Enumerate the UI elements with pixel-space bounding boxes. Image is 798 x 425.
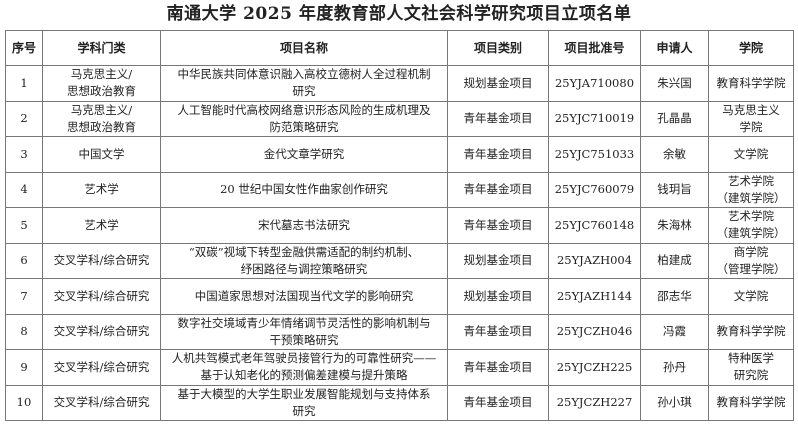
project-list-table: 序号 学科门类 项目名称 项目类别 项目批准号 申请人 学院 1 马克思主义/ 思… [5, 30, 794, 421]
row-approval-no: 25YJAZH144 [548, 278, 641, 315]
row-project-name: 数字社交境域青少年情绪调节灵活性的影响机制与 干预策略研究 [160, 313, 448, 350]
row-discipline: 艺术学 [42, 171, 161, 208]
row-discipline: 交叉学科/综合研究 [42, 278, 161, 315]
row-category: 青年基金项目 [447, 384, 549, 421]
row-project-name: 金代文章学研究 [160, 136, 448, 173]
row-discipline: 交叉学科/综合研究 [42, 313, 161, 350]
row-college: 马克思主义 学院 [708, 100, 794, 137]
row-college: 教育科学学院 [708, 65, 794, 102]
row-project-name: “双碳”视域下转型金融供需适配的制约机制、 纾困路径与调控策略研究 [160, 242, 448, 279]
row-project-name: 20 世纪中国女性作曲家创作研究 [160, 171, 448, 208]
header-college: 学院 [708, 30, 794, 66]
row-category: 规划基金项目 [447, 242, 549, 279]
row-discipline: 马克思主义/ 思想政治教育 [42, 100, 161, 137]
row-approval-no: 25YJCZH225 [548, 349, 641, 386]
row-discipline: 艺术学 [42, 207, 161, 244]
row-category: 青年基金项目 [447, 100, 549, 137]
row-applicant: 柏建成 [640, 242, 709, 279]
row-college: 特种医学 研究院 [708, 349, 794, 386]
row-category: 青年基金项目 [447, 136, 549, 173]
row-approval-no: 25YJC760079 [548, 171, 641, 208]
row-no: 2 [5, 100, 43, 137]
header-project-name: 项目名称 [160, 30, 448, 66]
table-row: 4 艺术学 20 世纪中国女性作曲家创作研究 青年基金项目 25YJC760079 钱玥旨… [5, 171, 794, 208]
row-applicant: 孙小琪 [640, 384, 709, 421]
table-row: 1 马克思主义/ 思想政治教育 中华民族共同体意识融入高校立德树人全过程机制 研究规… [5, 65, 794, 102]
table-row: 9 交叉学科/综合研究 人机共驾模式老年驾驶员接管行为的可靠性研究—— 基于认知老化… [5, 349, 794, 386]
row-no: 6 [5, 242, 43, 279]
row-applicant: 邵志华 [640, 278, 709, 315]
row-category: 青年基金项目 [447, 313, 549, 350]
row-category: 青年基金项目 [447, 207, 549, 244]
row-no: 5 [5, 207, 43, 244]
header-discipline: 学科门类 [42, 30, 161, 66]
row-category: 规划基金项目 [447, 65, 549, 102]
row-category: 青年基金项目 [447, 171, 549, 208]
table-header-row: 序号 学科门类 项目名称 项目类别 项目批准号 申请人 学院 [5, 30, 794, 66]
row-project-name: 宋代墓志书法研究 [160, 207, 448, 244]
row-college: 艺术学院 （建筑学院） [708, 171, 794, 208]
row-approval-no: 25YJA710080 [548, 65, 641, 102]
row-discipline: 交叉学科/综合研究 [42, 242, 161, 279]
row-project-name: 基于大模型的大学生职业发展智能规划与支持体系 研究 [160, 384, 448, 421]
row-applicant: 朱海林 [640, 207, 709, 244]
row-college: 商学院 （管理学院） [708, 242, 794, 279]
table-row: 8 交叉学科/综合研究 数字社交境域青少年情绪调节灵活性的影响机制与 干预策略研究青… [5, 313, 794, 350]
row-approval-no: 25YJAZH004 [548, 242, 641, 279]
table-row: 5 艺术学 宋代墓志书法研究 青年基金项目 25YJC760148 朱海林 艺术学院 （建筑… [5, 207, 794, 244]
row-discipline: 交叉学科/综合研究 [42, 349, 161, 386]
row-college: 艺术学院 （建筑学院） [708, 207, 794, 244]
row-no: 3 [5, 136, 43, 173]
table-row: 3 中国文学 金代文章学研究 青年基金项目 25YJC751033 余敏 文学院 [5, 136, 794, 173]
row-no: 9 [5, 349, 43, 386]
row-project-name: 人工智能时代高校网络意识形态风险的生成机理及 防范策略研究 [160, 100, 448, 137]
row-category: 青年基金项目 [447, 349, 549, 386]
row-discipline: 中国文学 [42, 136, 161, 173]
row-discipline: 交叉学科/综合研究 [42, 384, 161, 421]
row-no: 1 [5, 65, 43, 102]
row-college: 文学院 [708, 136, 794, 173]
row-discipline: 马克思主义/ 思想政治教育 [42, 65, 161, 102]
table-row: 7 交叉学科/综合研究 中国道家思想对法国现当代文学的影响研究 规划基金项目 25YJA… [5, 278, 794, 315]
row-applicant: 朱兴国 [640, 65, 709, 102]
header-category: 项目类别 [447, 30, 549, 66]
header-applicant: 申请人 [640, 30, 709, 66]
table-row: 2 马克思主义/ 思想政治教育 人工智能时代高校网络意识形态风险的生成机理及 防范策… [5, 100, 794, 137]
row-category: 规划基金项目 [447, 278, 549, 315]
row-applicant: 冯霞 [640, 313, 709, 350]
header-approval-no: 项目批准号 [548, 30, 641, 66]
row-applicant: 孙丹 [640, 349, 709, 386]
row-applicant: 余敏 [640, 136, 709, 173]
table-row: 6 交叉学科/综合研究 “双碳”视域下转型金融供需适配的制约机制、 纾困路径与调控策… [5, 242, 794, 279]
row-approval-no: 25YJCZH046 [548, 313, 641, 350]
row-no: 4 [5, 171, 43, 208]
row-no: 7 [5, 278, 43, 315]
row-approval-no: 25YJC710019 [548, 100, 641, 137]
row-no: 10 [5, 384, 43, 421]
row-approval-no: 25YJCZH227 [548, 384, 641, 421]
row-no: 8 [5, 313, 43, 350]
table-row: 10 交叉学科/综合研究 基于大模型的大学生职业发展智能规划与支持体系 研究 青年基金… [5, 384, 794, 421]
row-project-name: 中国道家思想对法国现当代文学的影响研究 [160, 278, 448, 315]
row-approval-no: 25YJC751033 [548, 136, 641, 173]
row-college: 教育科学学院 [708, 313, 794, 350]
page-title: 南通大学 2025 年度教育部人文社会科学研究项目立项名单 [166, 4, 632, 24]
row-college: 文学院 [708, 278, 794, 315]
row-project-name: 人机共驾模式老年驾驶员接管行为的可靠性研究—— 基于认知老化的预测偏差建模与提升… [160, 349, 448, 386]
row-project-name: 中华民族共同体意识融入高校立德树人全过程机制 研究 [160, 65, 448, 102]
row-approval-no: 25YJC760148 [548, 207, 641, 244]
row-college: 教育科学学院 [708, 384, 794, 421]
header-no: 序号 [5, 30, 43, 66]
row-applicant: 孔晶晶 [640, 100, 709, 137]
row-applicant: 钱玥旨 [640, 171, 709, 208]
